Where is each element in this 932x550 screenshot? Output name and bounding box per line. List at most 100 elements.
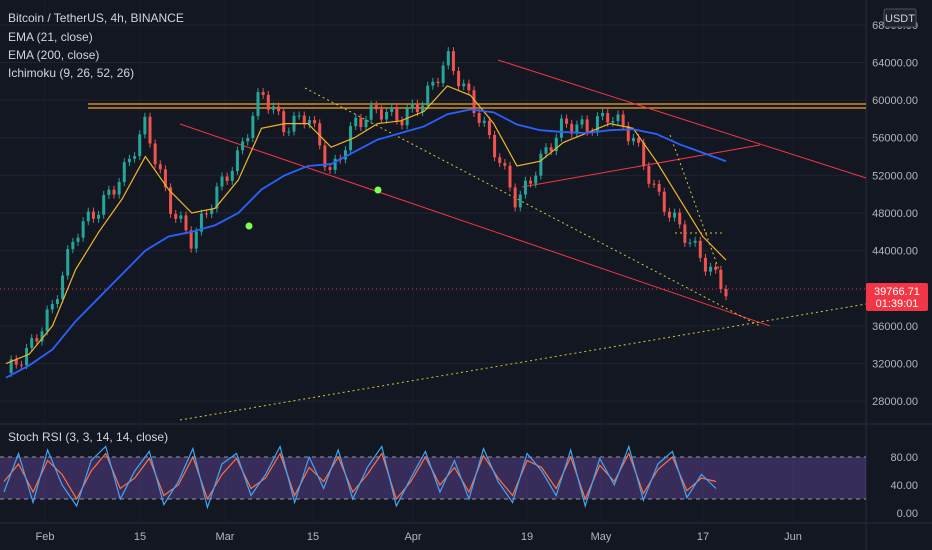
candle bbox=[467, 83, 471, 91]
candle bbox=[508, 165, 512, 188]
candle bbox=[55, 299, 59, 305]
time-tick-label: 19 bbox=[521, 531, 533, 543]
candle bbox=[364, 119, 368, 128]
indicator-ema21[interactable]: EMA (21, close) bbox=[8, 30, 93, 44]
time-tick-label: 15 bbox=[307, 531, 319, 543]
candle bbox=[158, 164, 162, 170]
price-axis[interactable]: 68000.0064000.0060000.0056000.0052000.00… bbox=[872, 20, 918, 408]
currency-button[interactable] bbox=[883, 8, 917, 28]
candle bbox=[472, 90, 476, 113]
candle bbox=[215, 186, 219, 209]
candle bbox=[14, 359, 18, 365]
candle bbox=[230, 170, 234, 181]
candle bbox=[297, 115, 301, 117]
price-tick-label: 28000.00 bbox=[872, 396, 918, 408]
candle bbox=[385, 111, 389, 120]
candle bbox=[138, 134, 142, 157]
candle bbox=[703, 257, 707, 272]
candle bbox=[426, 85, 430, 106]
candle bbox=[307, 120, 311, 125]
candle bbox=[719, 269, 723, 290]
candle bbox=[477, 112, 481, 123]
candle bbox=[724, 289, 728, 297]
candle bbox=[421, 105, 425, 113]
candle bbox=[66, 249, 70, 276]
price-tick-label: 52000.00 bbox=[872, 170, 918, 182]
candle bbox=[642, 142, 646, 167]
candle bbox=[678, 212, 682, 225]
candle bbox=[606, 113, 610, 123]
candle bbox=[261, 92, 265, 95]
candle bbox=[19, 364, 23, 366]
descending-trendline bbox=[179, 123, 771, 327]
indicator-ichimoku[interactable]: Ichimoku (9, 26, 52, 26) bbox=[8, 66, 134, 80]
ema200-line bbox=[5, 108, 727, 379]
candle bbox=[539, 153, 543, 176]
candle bbox=[328, 167, 332, 170]
candle bbox=[127, 158, 131, 163]
time-tick-label: Feb bbox=[36, 531, 55, 543]
candle bbox=[107, 189, 111, 195]
candle bbox=[570, 123, 574, 134]
candle bbox=[153, 143, 157, 165]
candle bbox=[91, 211, 95, 219]
candles bbox=[9, 47, 728, 377]
candle bbox=[225, 176, 229, 181]
candle bbox=[235, 150, 239, 171]
time-axis[interactable]: Feb 15 Mar 15 Apr 19 May 17 Jun bbox=[36, 531, 802, 543]
indicator-ema200[interactable]: EMA (200, close) bbox=[8, 48, 99, 62]
candle bbox=[714, 266, 718, 270]
candle bbox=[133, 156, 137, 159]
drawings bbox=[0, 59, 867, 421]
candle bbox=[318, 123, 322, 146]
bar-countdown: 01:39:01 bbox=[876, 298, 919, 310]
candle bbox=[688, 242, 692, 244]
candle bbox=[45, 309, 49, 332]
price-tick-label: 64000.00 bbox=[872, 57, 918, 69]
candle bbox=[266, 94, 270, 110]
candle bbox=[616, 114, 620, 122]
price-tick-label: 36000.00 bbox=[872, 321, 918, 333]
candle bbox=[554, 137, 558, 152]
candle bbox=[673, 212, 677, 218]
candle bbox=[313, 120, 317, 124]
candle bbox=[626, 125, 630, 142]
stoch-rsi-label[interactable]: Stoch RSI (3, 3, 14, 14, close) bbox=[8, 430, 168, 444]
candle bbox=[523, 180, 527, 195]
candle bbox=[194, 231, 198, 249]
candle bbox=[9, 359, 13, 373]
candle bbox=[395, 107, 399, 121]
price-tick-label: 44000.00 bbox=[872, 246, 918, 258]
candle bbox=[565, 118, 569, 124]
candle bbox=[493, 134, 497, 158]
time-tick-label: 17 bbox=[697, 531, 709, 543]
candle bbox=[379, 109, 383, 120]
candle bbox=[174, 213, 178, 219]
price-tick-label: 60000.00 bbox=[872, 95, 918, 107]
candle bbox=[513, 187, 517, 208]
ema21-line bbox=[5, 85, 727, 365]
candle bbox=[585, 119, 589, 132]
candle bbox=[271, 106, 275, 110]
candle bbox=[482, 120, 486, 123]
candle bbox=[405, 108, 409, 126]
candle bbox=[40, 331, 44, 342]
candle bbox=[30, 338, 34, 348]
candle bbox=[323, 145, 327, 168]
candle bbox=[446, 51, 450, 66]
candle bbox=[354, 117, 358, 127]
candle bbox=[287, 131, 291, 133]
price-tick-label: 48000.00 bbox=[872, 208, 918, 220]
candle bbox=[400, 120, 404, 126]
candle bbox=[117, 182, 121, 195]
stoch-tick-label: 80.00 bbox=[890, 452, 918, 464]
candle bbox=[487, 120, 491, 135]
candle bbox=[210, 208, 214, 215]
candle bbox=[601, 113, 605, 117]
candle bbox=[431, 81, 435, 86]
candle bbox=[549, 147, 553, 152]
chart-title: Bitcoin / TetherUS, 4h, BINANCE bbox=[8, 11, 184, 25]
